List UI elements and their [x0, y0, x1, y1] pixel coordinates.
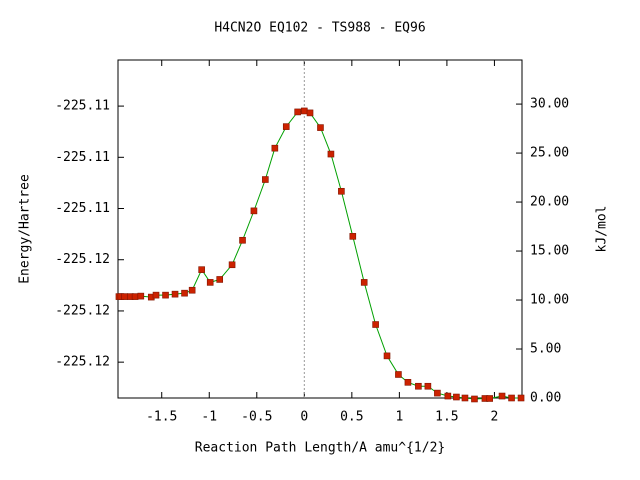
data-point	[228, 261, 236, 269]
x-tick-label: 0.5	[340, 410, 363, 425]
data-point	[306, 109, 314, 117]
data-point	[152, 291, 160, 299]
x-tick-label: 2	[491, 410, 499, 425]
y2-tick-label: 10.00	[530, 293, 569, 308]
x-tick-label: 1	[395, 410, 403, 425]
plot-frame	[117, 59, 523, 399]
y-tick-label: -225.12	[55, 303, 110, 318]
y2-tick-label: 30.00	[530, 97, 569, 112]
data-point	[131, 293, 139, 300]
data-point	[327, 150, 335, 158]
data-point	[206, 279, 214, 286]
y2-tick-label: 20.00	[530, 195, 569, 210]
data-point	[162, 291, 169, 299]
data-point	[181, 289, 188, 297]
data-point	[294, 108, 301, 116]
data-point	[188, 286, 196, 294]
x-tick-label: -1	[201, 410, 217, 425]
data-point	[317, 124, 324, 131]
data-point	[216, 276, 224, 283]
data-point	[137, 292, 145, 300]
data-point	[338, 187, 345, 195]
data-point	[424, 382, 432, 390]
data-point	[282, 123, 290, 130]
data-point	[415, 382, 422, 390]
y2-tick-label: 25.00	[530, 146, 569, 161]
y-tick-label: -225.11	[55, 150, 110, 165]
y2-axis-label: kJ/mol	[595, 206, 610, 253]
y-tick-label: -225.12	[55, 252, 110, 267]
data-point	[404, 379, 412, 386]
data-point	[301, 107, 308, 115]
data-point	[121, 293, 128, 300]
data-point	[383, 352, 391, 360]
data-point	[471, 395, 478, 403]
chart-title: H4CN2O EQ102 - TS988 - EQ96	[214, 21, 425, 36]
y-tick-label: -225.11	[55, 201, 110, 216]
y-axis-label: Energy/Hartree	[18, 174, 33, 284]
x-tick-label: -1.5	[146, 410, 177, 425]
data-point	[434, 389, 441, 397]
data-point	[198, 266, 205, 273]
data-point	[395, 371, 402, 378]
x-axis-label: Reaction Path Length/A amu^{1/2}	[195, 441, 445, 456]
data-point	[262, 176, 269, 183]
data-point	[349, 233, 357, 240]
data-point	[486, 395, 493, 402]
data-point	[239, 236, 246, 244]
data-point	[444, 392, 452, 400]
data-point	[271, 144, 279, 152]
y-tick-label: -225.11	[55, 99, 110, 114]
data-point	[360, 279, 368, 286]
x-tick-label: 0	[300, 410, 308, 425]
data-point	[517, 394, 525, 402]
data-point	[508, 394, 515, 402]
y2-tick-label: 0.00	[530, 391, 561, 406]
data-point	[372, 321, 379, 328]
y2-tick-label: 5.00	[530, 342, 561, 357]
y2-tick-label: 15.00	[530, 244, 569, 259]
data-point	[498, 392, 506, 400]
y-tick-label: -225.12	[55, 355, 110, 370]
x-tick-label: -0.5	[241, 410, 272, 425]
x-tick-label: 1.5	[435, 410, 458, 425]
data-point	[453, 393, 460, 401]
data-point	[250, 207, 258, 215]
data-point	[461, 394, 469, 402]
data-point	[171, 290, 179, 298]
